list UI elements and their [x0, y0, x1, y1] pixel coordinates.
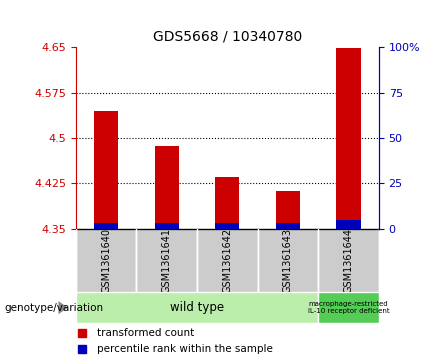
Bar [318, 292, 379, 323]
Bar [336, 48, 361, 229]
Bar [76, 292, 318, 323]
Bar [258, 229, 318, 292]
Bar [215, 177, 239, 229]
Bar [318, 229, 379, 292]
Polygon shape [58, 301, 68, 314]
Text: percentile rank within the sample: percentile rank within the sample [97, 344, 273, 354]
Text: GSM1361641: GSM1361641 [162, 228, 172, 293]
Bar [336, 220, 361, 229]
Bar [215, 223, 239, 229]
Text: GSM1361644: GSM1361644 [343, 228, 354, 293]
Text: macrophage-restricted
IL-10 receptor deficient: macrophage-restricted IL-10 receptor def… [308, 301, 389, 314]
Text: wild type: wild type [170, 301, 224, 314]
Bar [155, 223, 179, 229]
Bar [94, 111, 118, 229]
Bar [94, 223, 118, 229]
Bar [155, 146, 179, 229]
Bar [276, 191, 300, 229]
Text: transformed count: transformed count [97, 328, 194, 338]
Text: genotype/variation: genotype/variation [4, 303, 103, 313]
Title: GDS5668 / 10340780: GDS5668 / 10340780 [153, 29, 302, 43]
Bar [276, 223, 300, 229]
Bar [197, 229, 258, 292]
Text: GSM1361640: GSM1361640 [101, 228, 111, 293]
Bar [76, 229, 136, 292]
Text: GSM1361643: GSM1361643 [283, 228, 293, 293]
Bar [136, 229, 197, 292]
Text: GSM1361642: GSM1361642 [222, 228, 233, 293]
